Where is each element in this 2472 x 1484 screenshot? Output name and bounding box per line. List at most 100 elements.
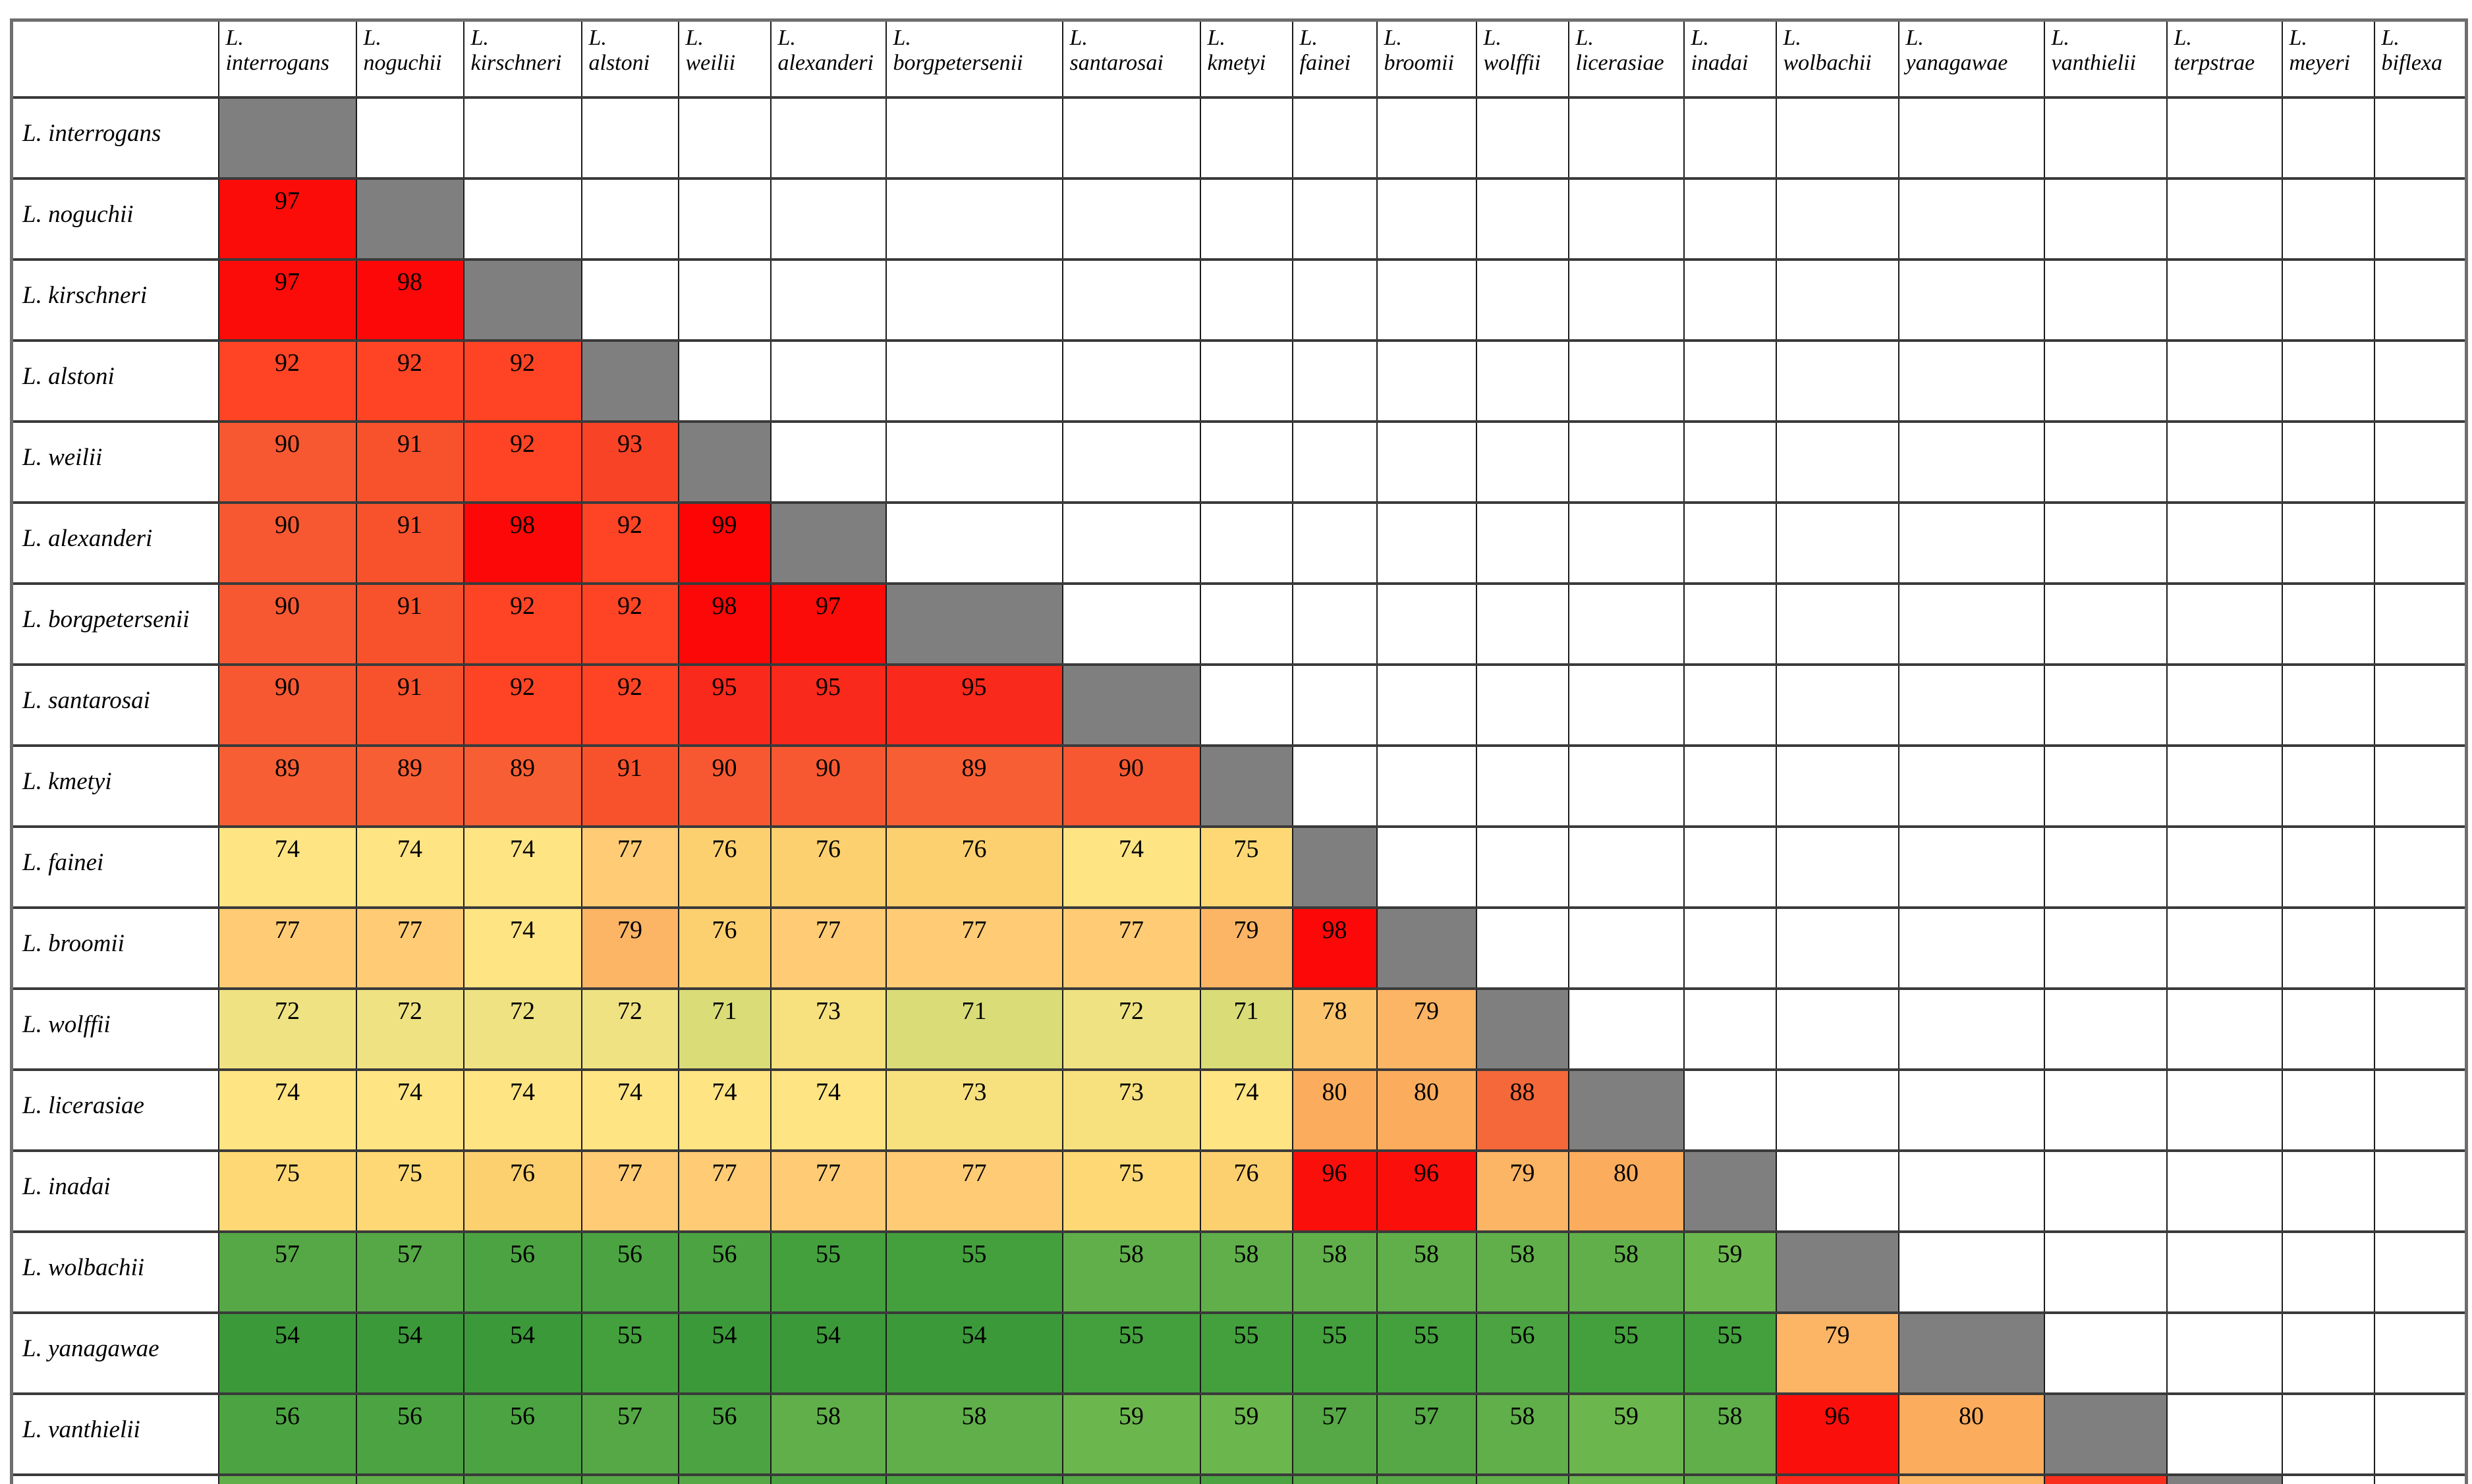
matrix-cell-vanthielii-kirschneri: 56 bbox=[463, 1392, 582, 1476]
diagonal-cell-alstoni bbox=[580, 339, 679, 423]
empty-cell bbox=[1061, 177, 1201, 261]
empty-cell bbox=[2373, 177, 2467, 261]
col-header-kmetyi: L. kmetyi bbox=[1199, 18, 1293, 99]
matrix-cell-licerasiae-santarosai: 73 bbox=[1061, 1068, 1201, 1152]
empty-cell bbox=[1199, 96, 1293, 180]
genus-abbrev: L. bbox=[893, 26, 911, 50]
matrix-cell-yanagawae-inadai: 55 bbox=[1683, 1311, 1777, 1395]
row-header-santarosai: L. santarosai bbox=[11, 663, 219, 747]
matrix-cell-vanthielii-noguchii: 56 bbox=[355, 1392, 464, 1476]
matrix-cell-yanagawae-borgpetersenii: 54 bbox=[885, 1311, 1063, 1395]
matrix-row-vanthielii: L. vanthielii 56 56 56 57 56 58 58 59 59 57 57 58 59 5… bbox=[11, 1392, 2467, 1476]
matrix-cell-fainei-borgpetersenii: 76 bbox=[885, 825, 1063, 909]
empty-cell bbox=[2281, 1392, 2375, 1476]
empty-cell bbox=[1897, 1149, 2045, 1233]
empty-cell bbox=[1567, 420, 1685, 504]
genus-abbrev: L. bbox=[1069, 26, 1088, 50]
empty-cell bbox=[1376, 177, 1477, 261]
empty-cell bbox=[580, 258, 679, 342]
empty-cell bbox=[2373, 339, 2467, 423]
empty-cell bbox=[2373, 987, 2467, 1071]
species-epithet: wolffii bbox=[1483, 51, 1541, 76]
empty-cell bbox=[1567, 96, 1685, 180]
empty-cell bbox=[2373, 258, 2467, 342]
empty-cell bbox=[1897, 744, 2045, 828]
matrix-row-yanagawae: L. yanagawae 54 54 54 55 54 54 54 55 55 55 55 56 55 55… bbox=[11, 1311, 2467, 1395]
empty-cell bbox=[2166, 258, 2283, 342]
matrix-cell-broomii-noguchii: 77 bbox=[355, 906, 464, 990]
empty-cell bbox=[2281, 177, 2375, 261]
empty-cell bbox=[2373, 1311, 2467, 1395]
empty-cell bbox=[2043, 987, 2168, 1071]
matrix-cell-santarosai-weilii: 95 bbox=[677, 663, 772, 747]
empty-cell bbox=[1775, 906, 1899, 990]
empty-cell bbox=[2281, 501, 2375, 585]
species-epithet: wolbachii bbox=[1783, 51, 1872, 76]
matrix-cell-santarosai-borgpetersenii: 95 bbox=[885, 663, 1063, 747]
empty-cell bbox=[2166, 1068, 2283, 1152]
matrix-cell-vanthielii-broomii: 57 bbox=[1376, 1392, 1477, 1476]
matrix-cell-yanagawae-alexanderi: 54 bbox=[770, 1311, 887, 1395]
matrix-cell-wolbachii-interrogans: 57 bbox=[217, 1230, 357, 1314]
empty-cell bbox=[2043, 96, 2168, 180]
empty-cell bbox=[1376, 582, 1477, 666]
col-header-biflexa: L. biflexa bbox=[2373, 18, 2467, 99]
empty-cell bbox=[1775, 1068, 1899, 1152]
empty-cell bbox=[1475, 96, 1569, 180]
empty-cell bbox=[1291, 177, 1378, 261]
empty-cell bbox=[1683, 177, 1777, 261]
empty-cell bbox=[770, 339, 887, 423]
matrix-cell-broomii-kmetyi: 79 bbox=[1199, 906, 1293, 990]
empty-cell bbox=[2281, 744, 2375, 828]
matrix-cell-broomii-borgpetersenii: 77 bbox=[885, 906, 1063, 990]
similarity-matrix-table: L. interrogans L. noguchii L. kirschneri L. als… bbox=[10, 18, 2468, 1484]
matrix-cell-terpstrae-alstoni: 57 bbox=[580, 1473, 679, 1484]
genus-abbrev: L. bbox=[1691, 26, 1709, 50]
empty-cell bbox=[1775, 420, 1899, 504]
matrix-cell-broomii-santarosai: 77 bbox=[1061, 906, 1201, 990]
matrix-cell-yanagawae-noguchii: 54 bbox=[355, 1311, 464, 1395]
empty-cell bbox=[2166, 96, 2283, 180]
row-header-kmetyi: L. kmetyi bbox=[11, 744, 219, 828]
row-header-broomii: L. broomii bbox=[11, 906, 219, 990]
matrix-cell-vanthielii-santarosai: 59 bbox=[1061, 1392, 1201, 1476]
matrix-cell-yanagawae-fainei: 55 bbox=[1291, 1311, 1378, 1395]
matrix-cell-kmetyi-interrogans: 89 bbox=[217, 744, 357, 828]
empty-cell bbox=[1683, 258, 1777, 342]
col-header-noguchii: L. noguchii bbox=[355, 18, 464, 99]
empty-cell bbox=[1567, 582, 1685, 666]
matrix-cell-wolffii-alstoni: 72 bbox=[580, 987, 679, 1071]
species-epithet: licerasiae bbox=[1575, 51, 1664, 76]
empty-cell bbox=[2373, 1149, 2467, 1233]
matrix-cell-borgpetersenii-weilii: 98 bbox=[677, 582, 772, 666]
empty-cell bbox=[2373, 1068, 2467, 1152]
row-header-yanagawae: L. yanagawae bbox=[11, 1311, 219, 1395]
empty-cell bbox=[1775, 258, 1899, 342]
matrix-cell-alexanderi-weilii: 99 bbox=[677, 501, 772, 585]
matrix-cell-borgpetersenii-interrogans: 90 bbox=[217, 582, 357, 666]
matrix-row-licerasiae: L. licerasiae 74 74 74 74 74 74 73 73 74 80 80 88 bbox=[11, 1068, 2467, 1152]
matrix-cell-alexanderi-kirschneri: 98 bbox=[463, 501, 582, 585]
empty-cell bbox=[2373, 1473, 2467, 1484]
empty-cell bbox=[1376, 501, 1477, 585]
col-header-fainei: L. fainei bbox=[1291, 18, 1378, 99]
empty-cell bbox=[1475, 906, 1569, 990]
matrix-cell-terpstrae-alexanderi: 56 bbox=[770, 1473, 887, 1484]
genus-abbrev: L. bbox=[1575, 26, 1594, 50]
matrix-cell-kmetyi-noguchii: 89 bbox=[355, 744, 464, 828]
matrix-cell-broomii-fainei: 98 bbox=[1291, 906, 1378, 990]
empty-cell bbox=[2043, 906, 2168, 990]
matrix-cell-wolffii-broomii: 79 bbox=[1376, 987, 1477, 1071]
empty-cell bbox=[885, 420, 1063, 504]
header-row: L. interrogans L. noguchii L. kirschneri L. als… bbox=[11, 18, 2467, 99]
col-header-kirschneri: L. kirschneri bbox=[463, 18, 582, 99]
matrix-cell-vanthielii-wolbachii: 96 bbox=[1775, 1392, 1899, 1476]
empty-cell bbox=[1199, 582, 1293, 666]
empty-cell bbox=[2373, 906, 2467, 990]
empty-cell bbox=[2281, 420, 2375, 504]
empty-cell bbox=[2043, 258, 2168, 342]
empty-cell bbox=[1475, 177, 1569, 261]
matrix-cell-santarosai-noguchii: 91 bbox=[355, 663, 464, 747]
matrix-cell-inadai-borgpetersenii: 77 bbox=[885, 1149, 1063, 1233]
species-epithet: borgpetersenii bbox=[893, 51, 1023, 76]
